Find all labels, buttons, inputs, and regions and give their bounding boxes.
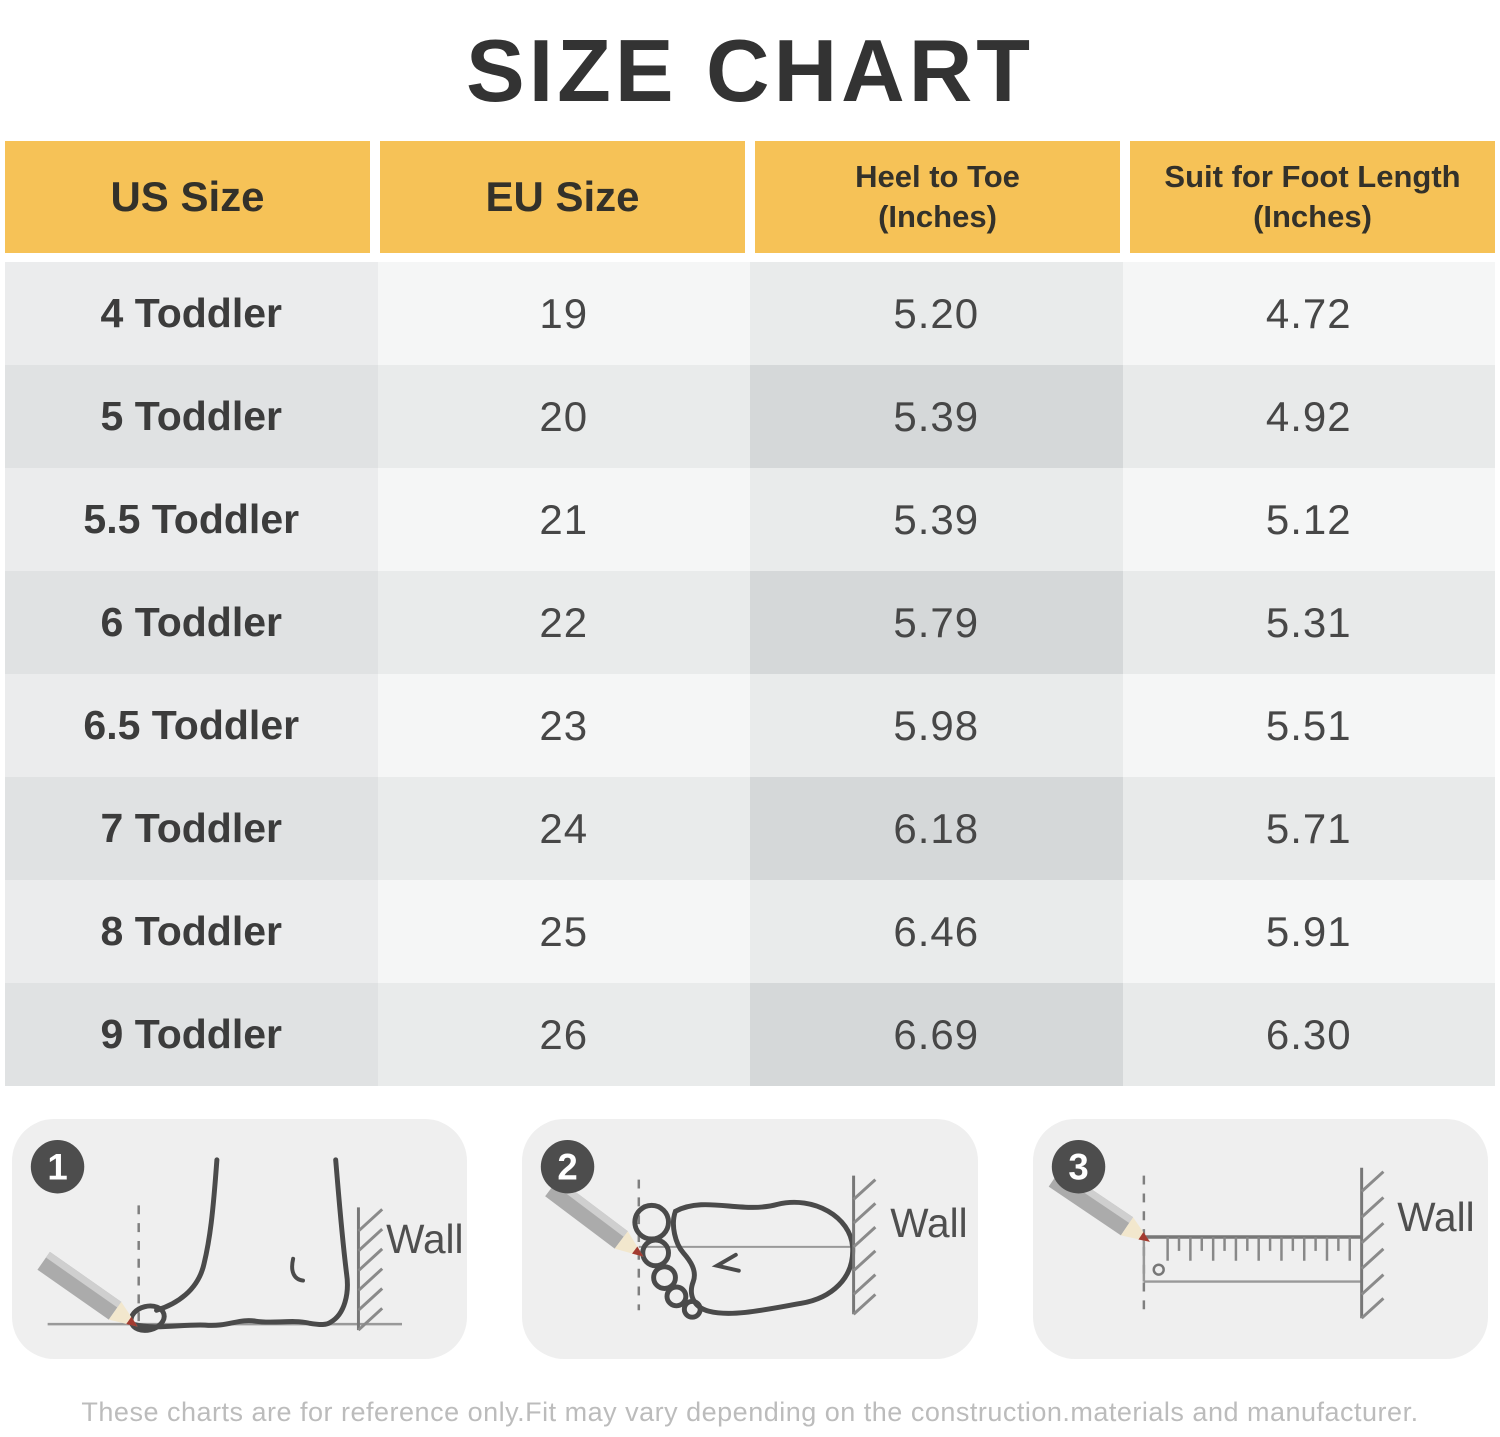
cell-heel-to-toe: 5.20 xyxy=(750,262,1123,365)
cell-eu-size: 19 xyxy=(377,262,750,365)
cell-us-size: 7 Toddler xyxy=(5,777,378,880)
cell-heel-to-toe: 6.46 xyxy=(750,880,1123,983)
cell-foot-length: 5.51 xyxy=(1122,674,1495,777)
cell-heel-to-toe: 5.39 xyxy=(750,468,1123,571)
cell-heel-to-toe: 5.98 xyxy=(750,674,1123,777)
header-eu-size: EU Size xyxy=(380,141,745,253)
cell-eu-size: 22 xyxy=(377,571,750,674)
step-number: 1 xyxy=(47,1147,67,1188)
cell-foot-length: 5.12 xyxy=(1122,468,1495,571)
ruler-icon xyxy=(1142,1235,1362,1283)
wall-hatch xyxy=(356,1207,384,1332)
step-3-badge xyxy=(1051,1140,1105,1194)
cell-heel-to-toe: 5.79 xyxy=(750,571,1123,674)
table-body: 4 Toddler 19 5.20 4.72 5 Toddler 20 5.39… xyxy=(0,262,1500,1086)
cell-us-size: 4 Toddler xyxy=(5,262,378,365)
cell-us-size: 8 Toddler xyxy=(5,880,378,983)
foot-side-outline xyxy=(128,1157,350,1333)
cell-foot-length: 6.30 xyxy=(1122,983,1495,1086)
step-3-panel: 3 Wall xyxy=(1032,1119,1488,1359)
cell-foot-length: 5.31 xyxy=(1122,571,1495,674)
wall-label: Wall xyxy=(1397,1194,1474,1240)
wall-hatch xyxy=(1359,1167,1385,1320)
measuring-steps: 1 Wall xyxy=(0,1119,1500,1359)
cell-us-size: 6.5 Toddler xyxy=(5,674,378,777)
table-row: 8 Toddler 25 6.46 5.91 xyxy=(5,880,1495,983)
disclaimer-text: These charts are for reference only.Fit … xyxy=(81,1397,1419,1427)
cell-us-size: 5.5 Toddler xyxy=(5,468,378,571)
ruler-measure-icon: 3 Wall xyxy=(1048,1140,1474,1320)
step-1-badge xyxy=(30,1140,85,1194)
cell-eu-size: 20 xyxy=(377,365,750,468)
step-number: 2 xyxy=(558,1147,578,1188)
cell-heel-to-toe: 5.39 xyxy=(750,365,1123,468)
cell-eu-size: 26 xyxy=(377,983,750,1086)
wall-hatch xyxy=(852,1175,877,1316)
cell-eu-size: 25 xyxy=(377,880,750,983)
table-row: 5.5 Toddler 21 5.39 5.12 xyxy=(5,468,1495,571)
page-title: SIZE CHART xyxy=(466,20,1034,120)
table-row: 9 Toddler 26 6.69 6.30 xyxy=(5,983,1495,1086)
footprint-measure-icon: 2 Wall xyxy=(541,1140,968,1320)
cell-foot-length: 4.72 xyxy=(1122,262,1495,365)
header-heel-to-toe: Heel to Toe (Inches) xyxy=(755,141,1120,253)
cell-foot-length: 5.91 xyxy=(1122,880,1495,983)
header-foot-length: Suit for Foot Length (Inches) xyxy=(1130,141,1495,253)
table-header-row: US Size EU Size Heel to Toe (Inches) Sui… xyxy=(0,141,1500,253)
header-us-size: US Size xyxy=(5,141,370,253)
table-row: 7 Toddler 24 6.18 5.71 xyxy=(5,777,1495,880)
pencil-icon xyxy=(545,1178,644,1257)
table-row: 5 Toddler 20 5.39 4.92 xyxy=(5,365,1495,468)
cell-eu-size: 23 xyxy=(377,674,750,777)
cell-heel-to-toe: 6.69 xyxy=(750,983,1123,1086)
cell-eu-size: 24 xyxy=(377,777,750,880)
pencil-icon xyxy=(37,1251,138,1327)
cell-us-size: 6 Toddler xyxy=(5,571,378,674)
table-row: 6 Toddler 22 5.79 5.31 xyxy=(5,571,1495,674)
step-number: 3 xyxy=(1068,1147,1088,1188)
cell-foot-length: 4.92 xyxy=(1122,365,1495,468)
wall-label: Wall xyxy=(891,1200,968,1246)
cell-eu-size: 21 xyxy=(377,468,750,571)
cell-us-size: 5 Toddler xyxy=(5,365,378,468)
step-1-panel: 1 Wall xyxy=(12,1119,468,1359)
table-row: 4 Toddler 19 5.20 4.72 xyxy=(5,262,1495,365)
table-row: 6.5 Toddler 23 5.98 5.51 xyxy=(5,674,1495,777)
wall-label: Wall xyxy=(386,1216,463,1262)
cell-us-size: 9 Toddler xyxy=(5,983,378,1086)
footprint-outline xyxy=(632,1199,856,1320)
cell-heel-to-toe: 6.18 xyxy=(750,777,1123,880)
cell-foot-length: 5.71 xyxy=(1122,777,1495,880)
step-2-badge xyxy=(541,1140,595,1194)
foot-side-measure-icon: 1 Wall xyxy=(30,1140,464,1333)
step-2-panel: 2 Wall xyxy=(522,1119,978,1359)
